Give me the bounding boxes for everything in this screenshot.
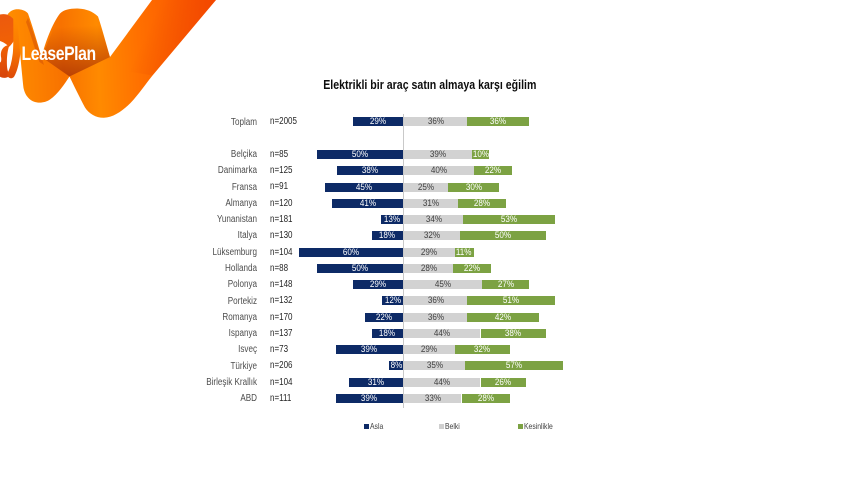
svg-text:LeasePlan: LeasePlan [22, 43, 96, 65]
